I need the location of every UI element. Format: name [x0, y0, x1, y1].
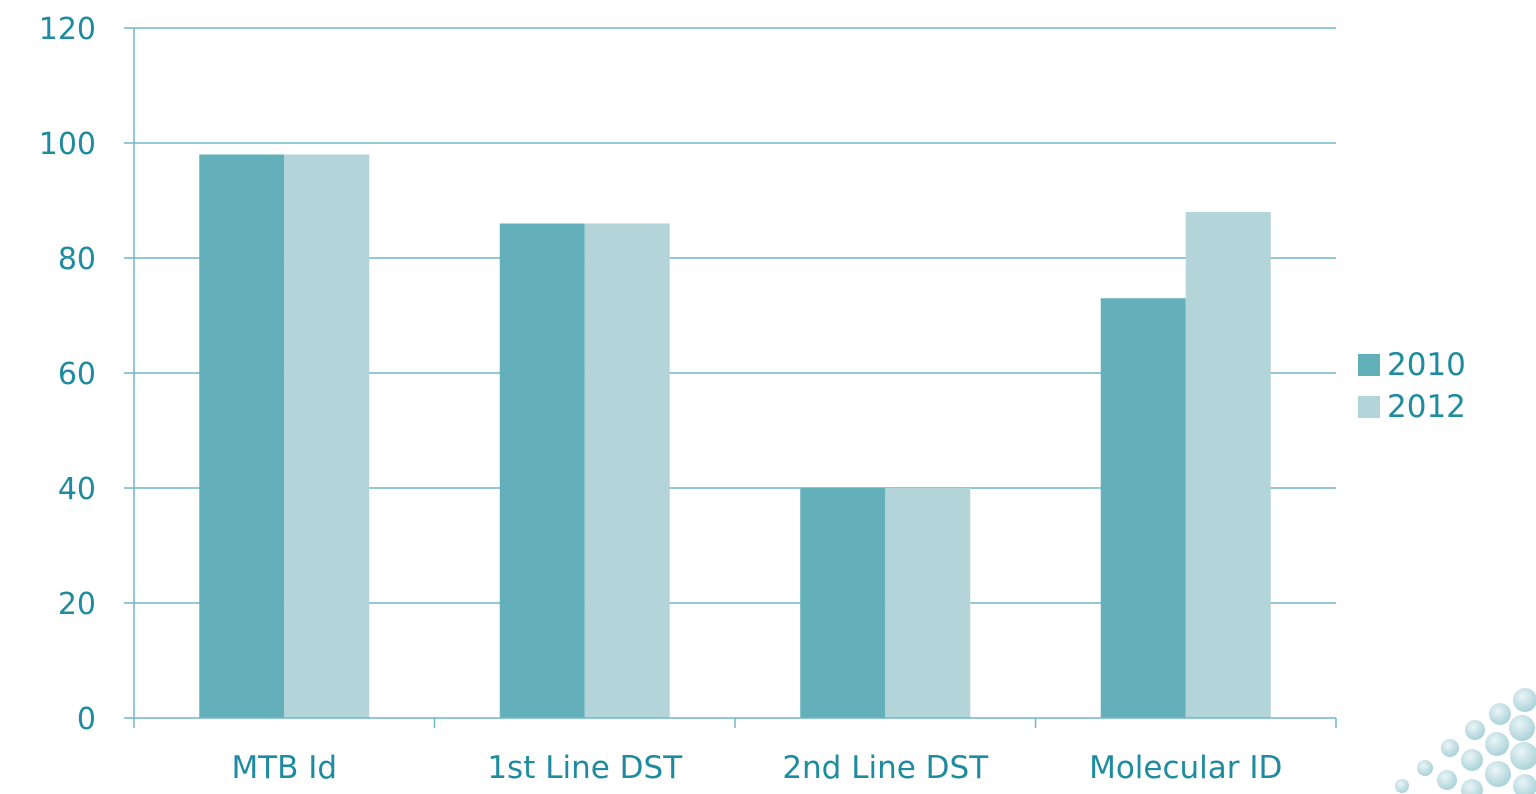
x-axis-category-labels: MTB Id 1st Line DST 2nd Line DST Molecular …: [231, 750, 1282, 786]
y-tick-label-40: 40: [58, 472, 96, 507]
bar-2010-2nd-line-dst: [800, 488, 886, 718]
bar-2010-1st-line-dst: [499, 223, 585, 718]
bar-2012-2nd-line-dst: [885, 488, 971, 718]
bars: [199, 154, 1271, 718]
y-tick-label-60: 60: [58, 357, 96, 392]
y-tick-label-20: 20: [58, 587, 96, 622]
legend-label-2012: 2012: [1387, 389, 1466, 425]
x-category-label-1: 1st Line DST: [487, 750, 683, 786]
x-category-label-3: Molecular ID: [1089, 750, 1282, 786]
y-tick-label-80: 80: [58, 242, 96, 277]
corner-bubble-decoration: [1395, 688, 1536, 794]
legend-label-2010: 2010: [1387, 347, 1466, 383]
y-tick-label-120: 120: [39, 12, 96, 47]
bar-2012-molecular-id: [1185, 212, 1271, 718]
bar-2012-1st-line-dst: [584, 223, 670, 718]
y-axis-tick-labels: 0 20 40 60 80 100 120: [39, 12, 96, 737]
axes: [124, 27, 1337, 728]
y-tick-label-100: 100: [39, 127, 96, 162]
legend: 2010 2012: [1358, 347, 1466, 425]
legend-swatch-2012: [1358, 396, 1380, 418]
bar-2012-mtb-id: [284, 154, 370, 718]
x-category-label-2: 2nd Line DST: [782, 750, 989, 786]
x-category-label-0: MTB Id: [231, 750, 337, 786]
legend-swatch-2010: [1358, 354, 1380, 376]
bar-2010-molecular-id: [1100, 298, 1186, 718]
bar-2010-mtb-id: [199, 154, 285, 718]
y-tick-label-0: 0: [77, 702, 96, 737]
